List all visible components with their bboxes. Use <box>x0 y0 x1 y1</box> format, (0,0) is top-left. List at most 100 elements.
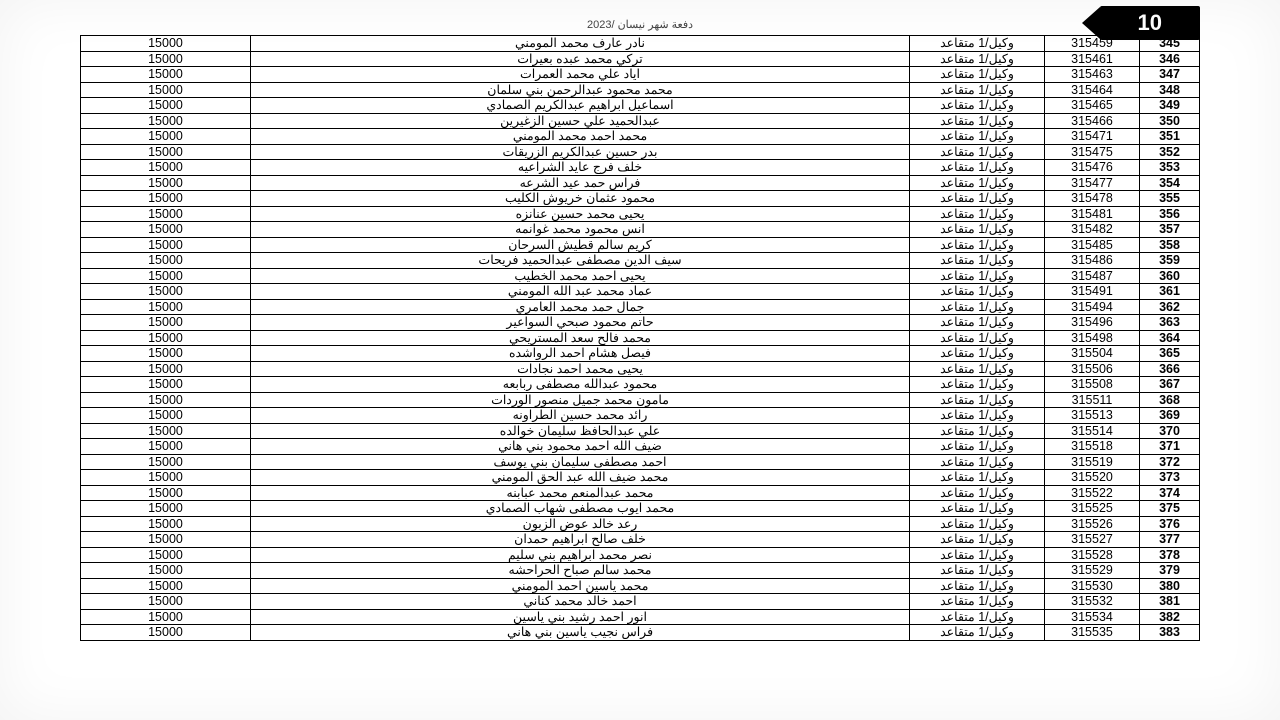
cell-id: 315481 <box>1045 206 1140 222</box>
cell-id: 315477 <box>1045 175 1140 191</box>
cell-rank: وكيل/1 متقاعد <box>910 268 1045 284</box>
cell-name: فيصل هشام احمد الرواشده <box>251 346 910 362</box>
cell-amount: 15000 <box>81 129 251 145</box>
cell-rank: وكيل/1 متقاعد <box>910 299 1045 315</box>
table-row: 374315522وكيل/1 متقاعدمحمد عبدالمنعم محم… <box>81 485 1200 501</box>
document-page: 10 دفعة شهر نيسان /2023 345315459وكيل/1 … <box>0 0 1280 720</box>
cell-seq: 368 <box>1140 392 1200 408</box>
cell-seq: 350 <box>1140 113 1200 129</box>
cell-amount: 15000 <box>81 284 251 300</box>
table-row: 351315471وكيل/1 متقاعدمحمد احمد محمد الم… <box>81 129 1200 145</box>
cell-name: تركي محمد عبده بعيرات <box>251 51 910 67</box>
table-row: 361315491وكيل/1 متقاعدعماد محمد عبد الله… <box>81 284 1200 300</box>
cell-seq: 376 <box>1140 516 1200 532</box>
cell-rank: وكيل/1 متقاعد <box>910 563 1045 579</box>
cell-rank: وكيل/1 متقاعد <box>910 175 1045 191</box>
cell-seq: 354 <box>1140 175 1200 191</box>
cell-rank: وكيل/1 متقاعد <box>910 361 1045 377</box>
cell-name: اسماعيل ابراهيم عبدالكريم الصمادي <box>251 98 910 114</box>
cell-amount: 15000 <box>81 299 251 315</box>
cell-rank: وكيل/1 متقاعد <box>910 547 1045 563</box>
cell-id: 315465 <box>1045 98 1140 114</box>
cell-amount: 15000 <box>81 485 251 501</box>
cell-name: انس محمود محمد غوانمه <box>251 222 910 238</box>
cell-seq: 362 <box>1140 299 1200 315</box>
cell-amount: 15000 <box>81 191 251 207</box>
cell-amount: 15000 <box>81 346 251 362</box>
table-row: 349315465وكيل/1 متقاعداسماعيل ابراهيم عب… <box>81 98 1200 114</box>
cell-seq: 375 <box>1140 501 1200 517</box>
cell-amount: 15000 <box>81 454 251 470</box>
table-row: 368315511وكيل/1 متقاعدمامون محمد جميل من… <box>81 392 1200 408</box>
cell-id: 315485 <box>1045 237 1140 253</box>
cell-amount: 15000 <box>81 377 251 393</box>
cell-id: 315475 <box>1045 144 1140 160</box>
cell-amount: 15000 <box>81 501 251 517</box>
cell-seq: 374 <box>1140 485 1200 501</box>
cell-id: 315466 <box>1045 113 1140 129</box>
cell-name: محمد فالح سعد المستريحي <box>251 330 910 346</box>
table-row: 366315506وكيل/1 متقاعديحيى محمد احمد نجا… <box>81 361 1200 377</box>
cell-id: 315486 <box>1045 253 1140 269</box>
cell-amount: 15000 <box>81 563 251 579</box>
cell-name: يحيى محمد احمد نجادات <box>251 361 910 377</box>
cell-rank: وكيل/1 متقاعد <box>910 191 1045 207</box>
cell-id: 315491 <box>1045 284 1140 300</box>
cell-amount: 15000 <box>81 609 251 625</box>
cell-name: يحيى احمد محمد الخطيب <box>251 268 910 284</box>
table-row: 365315504وكيل/1 متقاعدفيصل هشام احمد الر… <box>81 346 1200 362</box>
cell-name: عبدالحميد علي حسين الزغيرين <box>251 113 910 129</box>
cell-amount: 15000 <box>81 423 251 439</box>
cell-name: محمد ياسين احمد المومني <box>251 578 910 594</box>
cell-seq: 366 <box>1140 361 1200 377</box>
cell-name: بدر حسين عبدالكريم الزريقات <box>251 144 910 160</box>
cell-id: 315476 <box>1045 160 1140 176</box>
cell-name: انور احمد رشيد بني ياسين <box>251 609 910 625</box>
cell-id: 315518 <box>1045 439 1140 455</box>
cell-name: محمد ضيف الله عبد الحق المومني <box>251 470 910 486</box>
cell-name: محمد ايوب مصطفى شهاب الصمادي <box>251 501 910 517</box>
cell-name: نصر محمد ابراهيم بني سليم <box>251 547 910 563</box>
cell-amount: 15000 <box>81 222 251 238</box>
cell-seq: 373 <box>1140 470 1200 486</box>
table-row: 353315476وكيل/1 متقاعدخلف فرج عايد الشرا… <box>81 160 1200 176</box>
cell-seq: 378 <box>1140 547 1200 563</box>
cell-name: احمد خالد محمد كناني <box>251 594 910 610</box>
cell-rank: وكيل/1 متقاعد <box>910 485 1045 501</box>
cell-rank: وكيل/1 متقاعد <box>910 206 1045 222</box>
cell-name: مامون محمد جميل منصور الوردات <box>251 392 910 408</box>
cell-seq: 372 <box>1140 454 1200 470</box>
cell-seq: 377 <box>1140 532 1200 548</box>
cell-name: جمال حمد محمد العامري <box>251 299 910 315</box>
table-row: 371315518وكيل/1 متقاعدضيف الله احمد محمو… <box>81 439 1200 455</box>
cell-rank: وكيل/1 متقاعد <box>910 516 1045 532</box>
table-row: 346315461وكيل/1 متقاعدتركي محمد عبده بعي… <box>81 51 1200 67</box>
cell-id: 315530 <box>1045 578 1140 594</box>
table-row: 381315532وكيل/1 متقاعداحمد خالد محمد كنا… <box>81 594 1200 610</box>
cell-name: سيف الدين مصطفى عبدالحميد فريحات <box>251 253 910 269</box>
cell-amount: 15000 <box>81 315 251 331</box>
table-row: 347315463وكيل/1 متقاعداياد علي محمد العم… <box>81 67 1200 83</box>
cell-seq: 363 <box>1140 315 1200 331</box>
cell-rank: وكيل/1 متقاعد <box>910 594 1045 610</box>
table-row: 383315535وكيل/1 متقاعدفراس نجيب ياسين بن… <box>81 625 1200 641</box>
cell-amount: 15000 <box>81 36 251 52</box>
cell-rank: وكيل/1 متقاعد <box>910 346 1045 362</box>
cell-seq: 347 <box>1140 67 1200 83</box>
table-row: 372315519وكيل/1 متقاعداحمد مصطفى سليمان … <box>81 454 1200 470</box>
cell-rank: وكيل/1 متقاعد <box>910 51 1045 67</box>
cell-amount: 15000 <box>81 268 251 284</box>
cell-id: 315506 <box>1045 361 1140 377</box>
cell-rank: وكيل/1 متقاعد <box>910 625 1045 641</box>
table-row: 354315477وكيل/1 متقاعدفراس حمد عيد الشرع… <box>81 175 1200 191</box>
cell-amount: 15000 <box>81 361 251 377</box>
cell-id: 315532 <box>1045 594 1140 610</box>
cell-seq: 364 <box>1140 330 1200 346</box>
cell-rank: وكيل/1 متقاعد <box>910 408 1045 424</box>
cell-name: اياد علي محمد العمرات <box>251 67 910 83</box>
cell-name: حاتم محمود صبحي السواعير <box>251 315 910 331</box>
cell-id: 315514 <box>1045 423 1140 439</box>
cell-name: محمد احمد محمد المومني <box>251 129 910 145</box>
cell-id: 315464 <box>1045 82 1140 98</box>
table-row: 355315478وكيل/1 متقاعدمحمود عثمان خريوش … <box>81 191 1200 207</box>
